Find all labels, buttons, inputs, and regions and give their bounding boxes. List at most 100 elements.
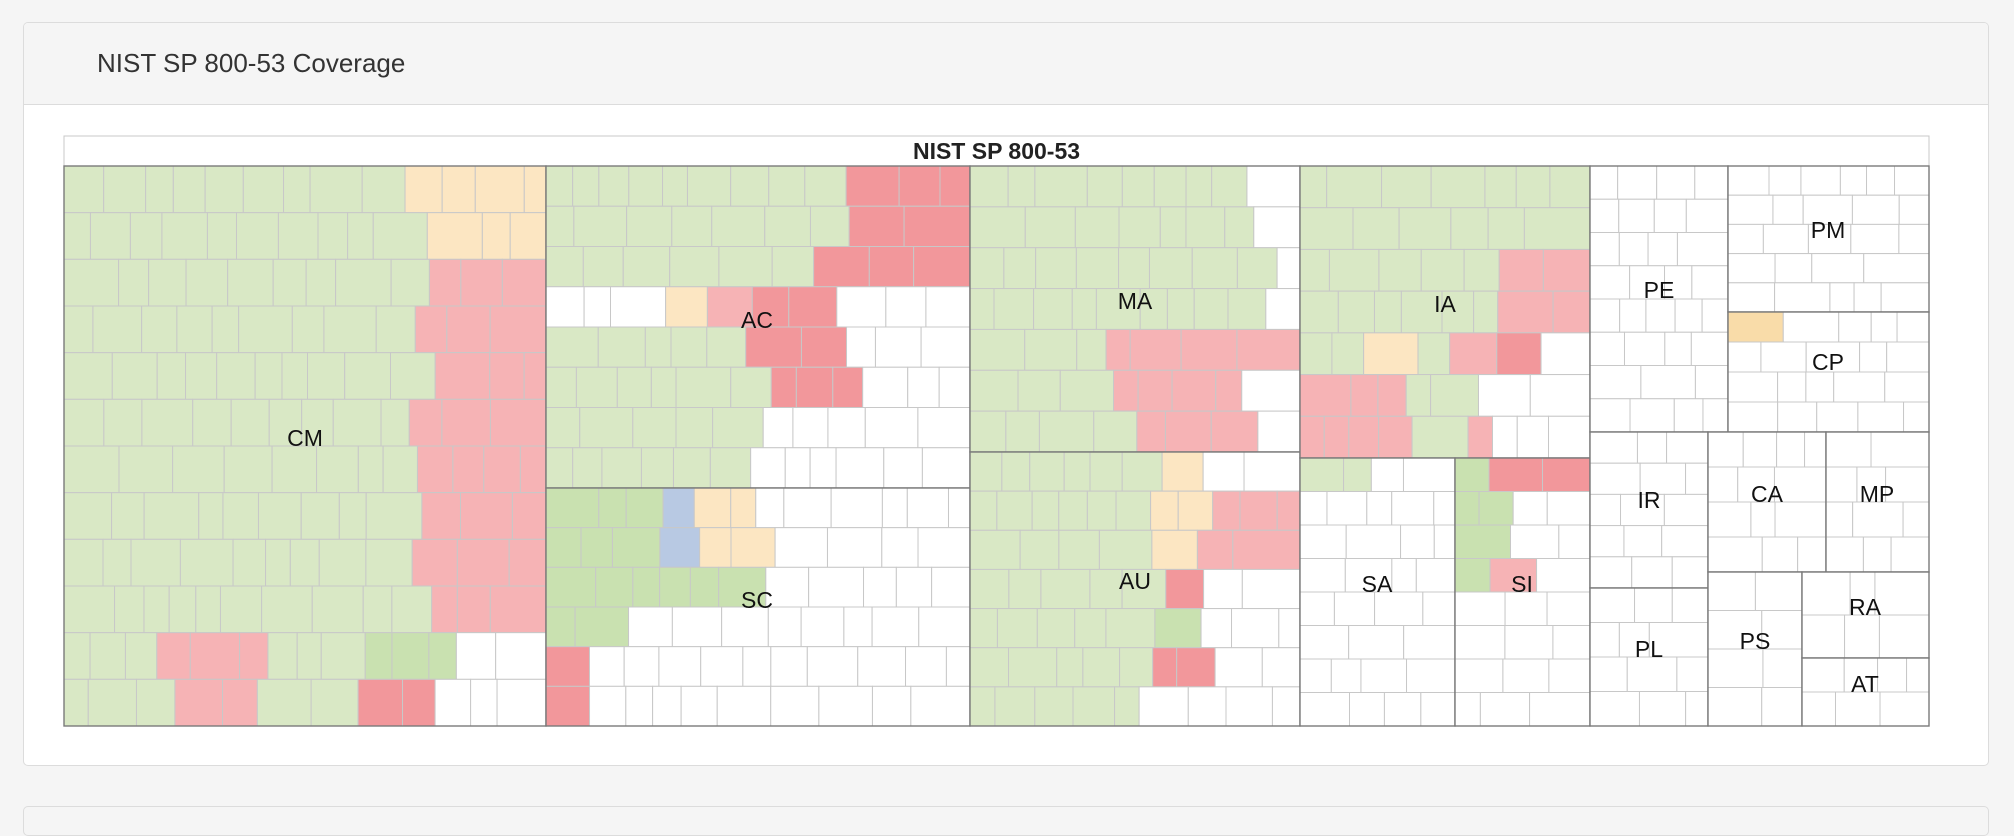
control-cell[interactable]: [63, 258, 120, 307]
control-cell[interactable]: [1774, 282, 1831, 313]
control-cell[interactable]: [375, 305, 416, 354]
control-cell[interactable]: [434, 678, 472, 727]
control-cell[interactable]: [320, 632, 366, 680]
control-cell[interactable]: [1246, 165, 1301, 208]
control-cell[interactable]: [662, 165, 688, 207]
control-cell[interactable]: [1653, 198, 1687, 233]
control-cell[interactable]: [1348, 415, 1380, 459]
control-cell[interactable]: [1454, 591, 1506, 626]
control-cell[interactable]: [1105, 328, 1131, 371]
control-cell[interactable]: [1210, 410, 1259, 453]
control-cell[interactable]: [452, 445, 485, 494]
control-cell[interactable]: [938, 366, 971, 408]
control-cell[interactable]: [644, 326, 672, 368]
control-cell[interactable]: [372, 212, 428, 260]
control-cell[interactable]: [1299, 558, 1346, 593]
control-cell[interactable]: [721, 606, 769, 648]
control-cell[interactable]: [185, 352, 218, 400]
control-cell[interactable]: [1589, 587, 1636, 623]
control-cell[interactable]: [843, 606, 873, 648]
control-cell[interactable]: [1405, 374, 1432, 417]
control-cell[interactable]: [222, 678, 258, 727]
control-cell[interactable]: [130, 538, 181, 587]
control-cell[interactable]: [1343, 457, 1372, 492]
control-cell[interactable]: [913, 246, 971, 288]
control-cell[interactable]: [1003, 247, 1037, 290]
control-cell[interactable]: [742, 646, 772, 687]
control-cell[interactable]: [1685, 462, 1709, 495]
control-cell[interactable]: [671, 606, 723, 648]
control-cell[interactable]: [610, 286, 667, 328]
control-cell[interactable]: [1449, 332, 1498, 376]
control-cell[interactable]: [1685, 198, 1729, 233]
control-cell[interactable]: [545, 606, 576, 648]
control-cell[interactable]: [1159, 206, 1187, 249]
control-cell[interactable]: [881, 487, 908, 529]
control-cell[interactable]: [969, 410, 1007, 453]
control-cell[interactable]: [1400, 524, 1435, 559]
control-cell[interactable]: [460, 258, 503, 307]
control-cell[interactable]: [1299, 374, 1352, 417]
control-cell[interactable]: [595, 566, 634, 608]
control-cell[interactable]: [1742, 431, 1778, 468]
control-cell[interactable]: [1024, 206, 1076, 249]
control-cell[interactable]: [1215, 369, 1243, 412]
control-cell[interactable]: [305, 258, 337, 307]
control-cell[interactable]: [307, 352, 346, 400]
control-cell[interactable]: [1214, 647, 1263, 688]
control-cell[interactable]: [1328, 248, 1380, 292]
control-cell[interactable]: [1727, 401, 1779, 433]
control-cell[interactable]: [675, 366, 732, 408]
control-cell[interactable]: [1200, 608, 1233, 649]
control-cell[interactable]: [574, 606, 630, 648]
control-cell[interactable]: [1420, 248, 1465, 292]
control-cell[interactable]: [382, 445, 418, 494]
control-cell[interactable]: [1768, 165, 1802, 196]
control-cell[interactable]: [868, 246, 915, 288]
control-cell[interactable]: [1151, 529, 1198, 570]
control-cell[interactable]: [523, 352, 547, 400]
control-cell[interactable]: [309, 165, 363, 214]
control-cell[interactable]: [1086, 490, 1117, 531]
control-cell[interactable]: [1299, 625, 1350, 660]
control-cell[interactable]: [254, 352, 283, 400]
control-cell[interactable]: [1727, 311, 1784, 343]
control-cell[interactable]: [1676, 232, 1729, 267]
control-cell[interactable]: [1510, 524, 1560, 559]
control-cell[interactable]: [408, 398, 443, 447]
control-cell[interactable]: [1866, 165, 1896, 196]
control-cell[interactable]: [545, 165, 574, 207]
control-cell[interactable]: [179, 538, 234, 587]
control-cell[interactable]: [895, 566, 933, 608]
control-cell[interactable]: [969, 608, 998, 649]
control-cell[interactable]: [1330, 658, 1362, 693]
control-cell[interactable]: [1629, 398, 1675, 433]
control-cell[interactable]: [1036, 608, 1076, 649]
control-cell[interactable]: [1454, 524, 1512, 559]
control-cell[interactable]: [864, 407, 919, 449]
control-cell[interactable]: [907, 366, 940, 408]
control-cell[interactable]: [669, 246, 720, 288]
control-cell[interactable]: [103, 398, 143, 447]
control-cell[interactable]: [441, 165, 476, 214]
control-cell[interactable]: [1645, 298, 1676, 333]
control-cell[interactable]: [1074, 206, 1120, 249]
control-cell[interactable]: [1454, 457, 1490, 492]
control-cell[interactable]: [1685, 691, 1709, 727]
control-cell[interactable]: [1801, 657, 1845, 693]
control-cell[interactable]: [1227, 288, 1267, 330]
control-cell[interactable]: [1664, 265, 1693, 300]
control-cell[interactable]: [1707, 571, 1756, 611]
control-cell[interactable]: [1166, 288, 1195, 330]
control-cell[interactable]: [489, 352, 525, 400]
control-cell[interactable]: [172, 165, 206, 214]
control-cell[interactable]: [1707, 687, 1763, 727]
control-cell[interactable]: [470, 678, 498, 727]
control-cell[interactable]: [265, 538, 291, 587]
control-cell[interactable]: [1150, 490, 1179, 531]
control-cell[interactable]: [1225, 686, 1273, 727]
control-cell[interactable]: [501, 258, 547, 307]
control-cell[interactable]: [920, 326, 971, 368]
control-cell[interactable]: [806, 646, 859, 687]
control-cell[interactable]: [1373, 290, 1402, 334]
